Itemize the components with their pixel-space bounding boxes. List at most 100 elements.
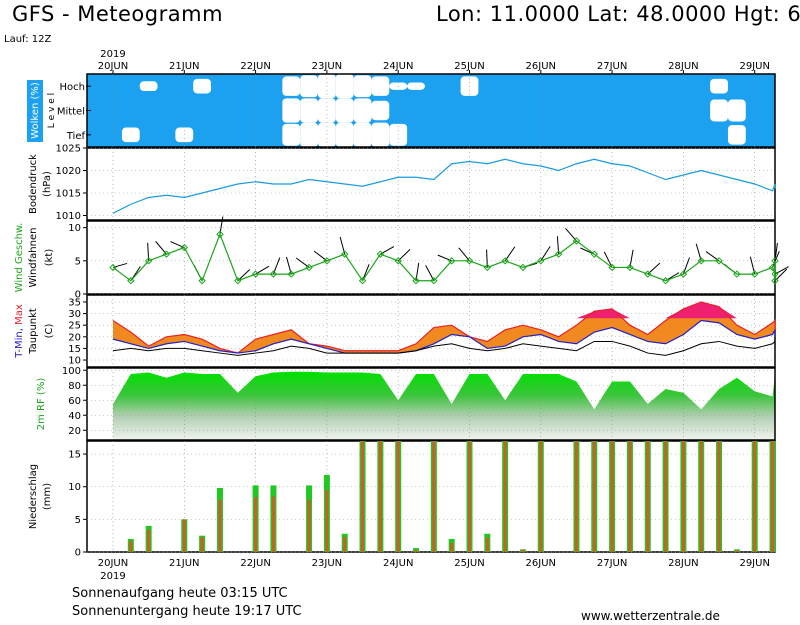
dewpoint-line — [112, 340, 776, 356]
precip-bar-convective — [182, 519, 186, 552]
cloud-cell-tief — [371, 122, 390, 147]
temperature-ylabel-2: Taupunkt — [28, 308, 39, 355]
precip-bar-convective — [503, 441, 507, 552]
wind-speed-point — [287, 270, 295, 278]
wind-speed-point — [768, 263, 777, 272]
cloud-cell-hoch — [282, 76, 301, 96]
precip-bar-convective — [218, 499, 222, 552]
cloud-cell-hoch — [407, 82, 425, 90]
day-label-bottom: 21JUN — [169, 558, 199, 569]
precipitation-ytick-label: 10 — [68, 482, 81, 493]
wind-ytick-label: 5 — [75, 256, 81, 267]
day-label-top: 28JUN — [668, 61, 698, 72]
location-coords: Lon: 11.0000 Lat: 48.0000 Hgt: 6 — [436, 2, 800, 26]
sunset-text: Sonnenuntergang heute 19:17 UTC — [72, 604, 302, 619]
day-label-bottom: 25JUN — [454, 558, 484, 569]
wind-barb — [237, 269, 251, 282]
wind-ylabel-2: Windfahnen — [28, 228, 39, 288]
wind-speed-point — [216, 230, 224, 238]
wind-speed-point — [465, 257, 474, 265]
wind-speed-point — [162, 250, 171, 258]
precip-bar-convective — [753, 441, 757, 552]
sunrise-text: Sonnenaufgang heute 03:15 UTC — [72, 586, 288, 601]
humidity-ylabel-1: 2m RF (%) — [36, 378, 47, 431]
cloud-cell-hoch — [193, 78, 212, 94]
precip-bar-convective — [450, 542, 454, 552]
model-run: Lauf: 12Z — [4, 34, 52, 45]
day-label-bottom: 24JUN — [383, 558, 413, 569]
wind-speed-point — [251, 270, 260, 278]
wind-barb — [682, 257, 691, 275]
precip-bar-convective — [717, 441, 721, 552]
cloud-cell-hoch — [371, 76, 390, 96]
wind-speed-point — [180, 243, 189, 252]
precipitation-ytick-label: 0 — [75, 548, 81, 559]
cloud-panel: Hoch Mittel Tief Wolken (%) L e v e l — [27, 73, 776, 148]
wind-speed-point — [771, 277, 779, 285]
cloud-cell-mittel — [300, 98, 318, 123]
cloud-cell-mittel — [727, 99, 746, 122]
wind-barb — [295, 257, 310, 268]
temperature-ytick-label: 15 — [68, 344, 81, 355]
humidity-ytick-label: 100 — [62, 366, 81, 377]
day-label-bottom: 28JUN — [668, 558, 698, 569]
precip-bar-convective — [539, 441, 543, 552]
precip-bar-convective — [432, 441, 436, 552]
precip-bar-convective — [664, 441, 668, 552]
day-label-top: 21JUN — [169, 61, 199, 72]
day-label-bottom: 27JUN — [597, 558, 627, 569]
wind-speed-point — [430, 277, 438, 285]
temperature-ylabel-3: (C) — [44, 324, 55, 339]
wind-ytick-label: 10 — [68, 223, 81, 234]
wind-speed-point — [109, 263, 117, 272]
wind-speed-point — [519, 263, 527, 272]
humidity-ytick-label: 40 — [68, 411, 81, 422]
wind-speed-point — [679, 270, 688, 278]
cloud-level-label: Mittel — [57, 107, 85, 118]
day-label-top: 26JUN — [526, 61, 556, 72]
pressure-line — [112, 158, 776, 214]
day-label-bottom: 29JUN — [739, 558, 769, 569]
pressure-panel: 1010 1015 1020 1025 Bodendruck (hPa) — [28, 144, 776, 222]
cloud-ylabel2: L e v e l — [47, 93, 57, 128]
wind-speed-point — [608, 263, 616, 272]
day-label-top: 20JUN — [98, 61, 128, 72]
day-label-bottom: 23JUN — [312, 558, 342, 569]
wind-speed-point — [733, 270, 741, 278]
cloud-cell-mittel — [710, 99, 728, 122]
cloud-cell-tief — [335, 122, 354, 147]
cloud-frame — [86, 73, 776, 148]
day-label-bottom: 26JUN — [526, 558, 556, 569]
precip-bar-convective — [592, 441, 596, 552]
wind-speed-point — [483, 263, 492, 272]
humidity-frame — [86, 367, 776, 441]
cloud-cell-tief — [121, 127, 140, 143]
precip-bar-convective — [468, 441, 471, 552]
precip-bar-convective — [628, 441, 632, 552]
wind-speed-point — [644, 270, 652, 278]
temperature-ytick-label: 35 — [68, 297, 81, 308]
wind-speed-line — [112, 232, 776, 283]
precip-bar-convective — [254, 497, 258, 552]
cloud-cell-tief — [727, 125, 746, 145]
cloud-cell-mittel — [353, 98, 372, 123]
precip-bar-convective — [200, 536, 204, 552]
cloud-cell-mittel — [371, 100, 390, 121]
temp-range-fill — [113, 301, 775, 354]
precip-bar-convective — [396, 441, 400, 552]
temperature-ytick-label: 30 — [68, 309, 81, 320]
day-label-top: 24JUN — [383, 61, 413, 72]
temp-min-line — [112, 319, 776, 354]
precip-bar-convective — [771, 441, 775, 552]
wind-speed-point — [198, 277, 206, 285]
pressure-ylabel-2: (hPa) — [42, 171, 53, 197]
wind-speed-point — [127, 277, 135, 285]
wind-barb — [603, 251, 613, 268]
wind-barb — [540, 246, 551, 262]
wind-panel: 0 5 10 Wind Geschw. Windfahnen (kt) — [14, 216, 789, 301]
cloud-cell-mittel — [282, 98, 301, 123]
precipitation-ylabel-1: Niederschlag — [28, 464, 39, 529]
precip-bar-convective — [378, 441, 382, 552]
